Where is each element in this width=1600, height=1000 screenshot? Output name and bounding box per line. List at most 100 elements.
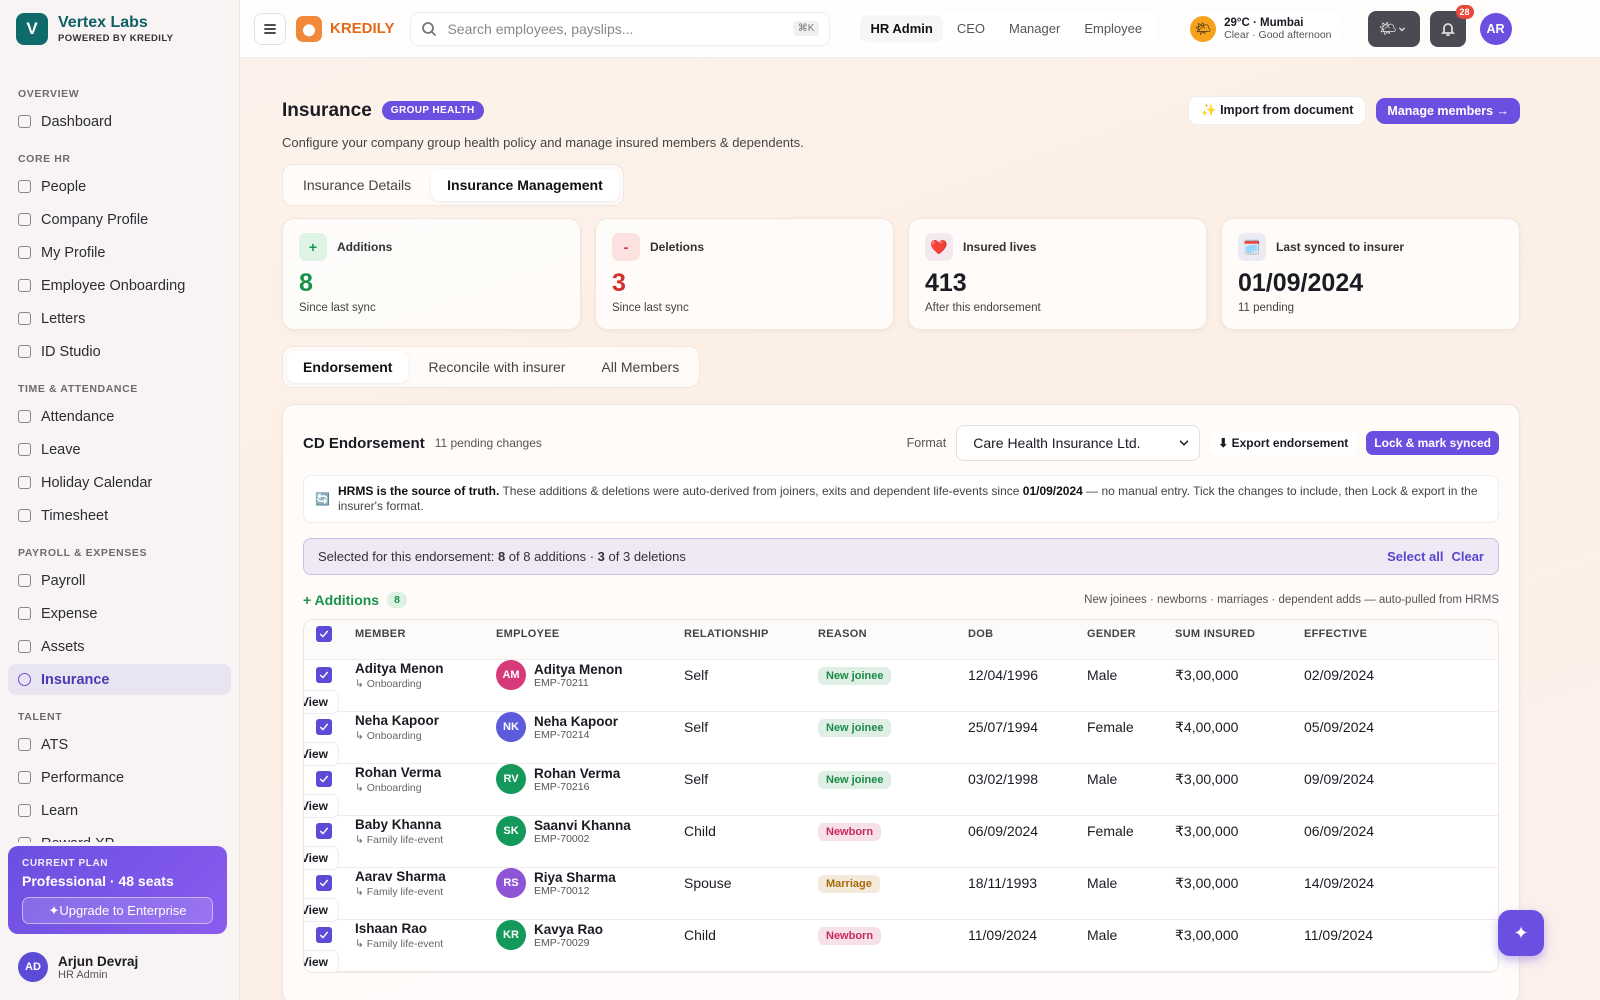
nav-item[interactable]: Employee Onboarding bbox=[8, 270, 231, 301]
nav-item[interactable]: Letters bbox=[8, 303, 231, 334]
effective: 11/09/2024 bbox=[1304, 927, 1374, 943]
table-row: Ishaan Rao ↳ Family life-event KR Kavya Rao… bbox=[304, 920, 1498, 972]
manage-button[interactable]: Manage members → bbox=[1376, 97, 1520, 124]
checkbox[interactable] bbox=[316, 771, 332, 787]
info-banner: 🔄 HRMS is the source of truth. These addi… bbox=[303, 475, 1499, 523]
nav-label: My Profile bbox=[41, 244, 106, 261]
nav-item[interactable]: Dashboard bbox=[8, 106, 231, 137]
employee-text: Kavya Rao EMP-70029 bbox=[534, 922, 603, 949]
nav-section-title: CORE HR bbox=[18, 153, 71, 165]
search[interactable]: Search employees, payslips... ⌘K bbox=[410, 11, 831, 46]
role-option[interactable]: Employee bbox=[1084, 21, 1143, 36]
check-icon bbox=[319, 879, 329, 887]
nav-item[interactable]: Holiday Calendar bbox=[8, 467, 231, 498]
stat-icon: - bbox=[612, 233, 640, 261]
clear[interactable]: Clear bbox=[1451, 549, 1484, 564]
weather-desc: Clear · Good afternoon bbox=[1224, 28, 1332, 41]
column-header: EFFECTIVE bbox=[1304, 627, 1368, 640]
nav-item[interactable]: Assets bbox=[8, 631, 231, 662]
gender: Female bbox=[1087, 823, 1134, 839]
nav-item[interactable]: Timesheet bbox=[8, 500, 231, 531]
checkbox[interactable] bbox=[316, 667, 332, 683]
assistant-button[interactable]: ✦ bbox=[1498, 910, 1544, 956]
menu-button[interactable] bbox=[254, 12, 286, 45]
nav-item[interactable]: Reward XP bbox=[8, 828, 231, 842]
nav-icon bbox=[18, 180, 31, 193]
view-button[interactable]: View bbox=[304, 690, 339, 714]
sum-insured: ₹3,00,000 bbox=[1175, 874, 1239, 891]
gender: Male bbox=[1087, 875, 1118, 891]
view-button[interactable]: View bbox=[304, 846, 339, 870]
weather-icon: 🌤 bbox=[1190, 15, 1217, 42]
nav-item[interactable]: Attendance bbox=[8, 401, 231, 432]
effective: 06/09/2024 bbox=[1304, 823, 1375, 839]
reason-cell: New joinee bbox=[818, 770, 968, 789]
role-option[interactable]: CEO bbox=[956, 21, 985, 36]
page-header: Insurance GROUP HEALTH ✨ Import from docum… bbox=[282, 96, 1520, 125]
view-button[interactable]: View bbox=[304, 898, 339, 922]
stat-icon: 🗓️ bbox=[1238, 233, 1266, 261]
sum-insured: ₹4,00,000 bbox=[1175, 718, 1239, 735]
subtab[interactable]: All Members bbox=[601, 359, 680, 375]
nav: OVERVIEW Dashboard CORE HR People Company Pr… bbox=[8, 72, 231, 842]
nav-item[interactable]: People bbox=[8, 171, 231, 202]
reason-cell: Newborn bbox=[818, 822, 968, 841]
avatar[interactable]: AR bbox=[1479, 12, 1512, 45]
nav-label: Attendance bbox=[41, 408, 115, 425]
effective: 09/09/2024 bbox=[1304, 771, 1375, 787]
export-button[interactable]: ⬇ Export endorsement bbox=[1210, 431, 1357, 455]
checkbox[interactable] bbox=[316, 719, 332, 735]
check-icon-path bbox=[319, 630, 329, 638]
role-option[interactable]: Manager bbox=[1009, 21, 1061, 36]
subtab[interactable]: Reconcile with insurer bbox=[428, 359, 566, 375]
role-option[interactable]: HR Admin bbox=[860, 15, 943, 42]
plan-label: CURRENT PLAN bbox=[22, 858, 109, 869]
nav-item[interactable]: Performance bbox=[8, 762, 231, 793]
nav-item[interactable]: Expense bbox=[8, 598, 231, 629]
plan-card: CURRENT PLAN Professional · 48 seats ✦Upgr… bbox=[8, 846, 227, 934]
tab[interactable]: Insurance Details bbox=[303, 177, 412, 193]
nav-item[interactable]: ATS bbox=[8, 729, 231, 760]
theme-button[interactable]: 🌤 bbox=[1367, 10, 1420, 47]
nav-item[interactable]: Learn bbox=[8, 795, 231, 826]
nav-item[interactable]: Leave bbox=[8, 434, 231, 465]
gender: Male bbox=[1087, 667, 1118, 683]
nav-item[interactable]: My Profile bbox=[8, 237, 231, 268]
format-value: Care Health Insurance Ltd. bbox=[973, 435, 1141, 451]
view-button[interactable]: View bbox=[304, 794, 339, 818]
subtab[interactable]: Endorsement bbox=[287, 351, 409, 383]
checkbox[interactable] bbox=[316, 823, 332, 839]
employee-text: Rohan Verma EMP-70216 bbox=[534, 766, 620, 793]
nav-item[interactable]: ID Studio bbox=[8, 336, 231, 367]
notifications[interactable]: 28 bbox=[1429, 4, 1474, 47]
view-button[interactable]: View bbox=[304, 742, 339, 766]
checkbox[interactable] bbox=[316, 625, 332, 642]
nav-item[interactable]: Company Profile bbox=[8, 204, 231, 235]
select-all[interactable]: Select all bbox=[1387, 549, 1444, 564]
info-text: These additions & deletions were auto-de… bbox=[499, 484, 1023, 498]
nav-item[interactable]: Insurance bbox=[8, 664, 231, 695]
check-icon bbox=[319, 723, 329, 731]
upgrade-button[interactable]: ✦Upgrade to Enterprise bbox=[22, 897, 213, 924]
search-icon-path bbox=[422, 21, 437, 36]
info-date: 01/09/2024 bbox=[1022, 484, 1083, 498]
employee-name: Riya Sharma bbox=[534, 869, 616, 885]
stat-value: 413 bbox=[925, 269, 967, 297]
nav-item[interactable]: Payroll bbox=[8, 565, 231, 596]
checkbox[interactable] bbox=[316, 927, 332, 943]
member-source: ↳ Onboarding bbox=[355, 729, 422, 742]
reason-cell: New joinee bbox=[818, 666, 968, 685]
check-icon-path bbox=[319, 775, 329, 783]
stat-sub: After this endorsement bbox=[925, 302, 1041, 314]
checkbox[interactable] bbox=[316, 875, 332, 891]
format-select[interactable]: Care Health Insurance Ltd. bbox=[956, 425, 1201, 461]
dob: 11/09/2024 bbox=[968, 927, 1038, 943]
menu-icon bbox=[264, 23, 276, 34]
import-button[interactable]: ✨ Import from document bbox=[1188, 96, 1367, 125]
stat-label: Deletions bbox=[650, 240, 705, 254]
tab[interactable]: Insurance Management bbox=[431, 169, 619, 201]
lock-button[interactable]: Lock & mark synced bbox=[1366, 431, 1499, 455]
view-button[interactable]: View bbox=[304, 950, 339, 972]
sum-insured: ₹3,00,000 bbox=[1175, 822, 1239, 839]
member-name: Neha Kapoor bbox=[355, 712, 440, 728]
